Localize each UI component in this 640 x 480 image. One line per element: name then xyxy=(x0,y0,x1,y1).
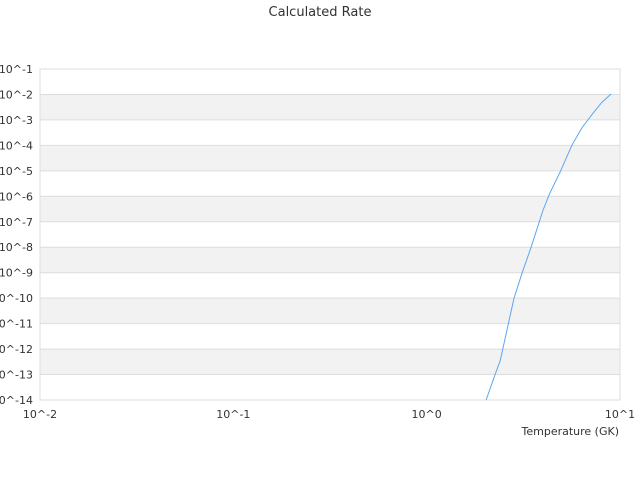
y-tick-label: 10^-5 xyxy=(0,165,33,178)
y-tick-label: 10^-4 xyxy=(0,139,33,152)
x-axis-label: Temperature (GK) xyxy=(521,425,620,438)
y-tick-label: 10^-3 xyxy=(0,114,33,127)
grid-band xyxy=(40,94,620,120)
y-tick-label: 10^-13 xyxy=(0,369,33,382)
grid-band xyxy=(40,196,620,222)
y-tick-label: 10^-2 xyxy=(0,88,33,101)
y-tick-label: 10^-14 xyxy=(0,394,33,407)
x-tick-label: 10^-1 xyxy=(216,408,250,421)
grid-band xyxy=(40,349,620,375)
x-tick-label: 10^1 xyxy=(605,408,635,421)
y-tick-label: 10^-1 xyxy=(0,63,33,76)
y-tick-label: 10^-11 xyxy=(0,318,33,331)
y-tick-label: 10^-10 xyxy=(0,292,33,305)
x-tick-label: 10^0 xyxy=(412,408,442,421)
grid-band xyxy=(40,298,620,324)
y-tick-label: 10^-9 xyxy=(0,267,33,280)
y-tick-label: 10^-12 xyxy=(0,343,33,356)
y-tick-label: 10^-7 xyxy=(0,216,33,229)
x-tick-label: 10^-2 xyxy=(23,408,57,421)
chart-title: Calculated Rate xyxy=(269,5,372,20)
grid-band xyxy=(40,145,620,171)
series-line xyxy=(485,93,612,401)
y-tick-label: 10^-8 xyxy=(0,241,33,254)
plot-area-border xyxy=(39,68,621,401)
y-tick-label: 10^-6 xyxy=(0,190,33,203)
grid-band xyxy=(40,247,620,273)
